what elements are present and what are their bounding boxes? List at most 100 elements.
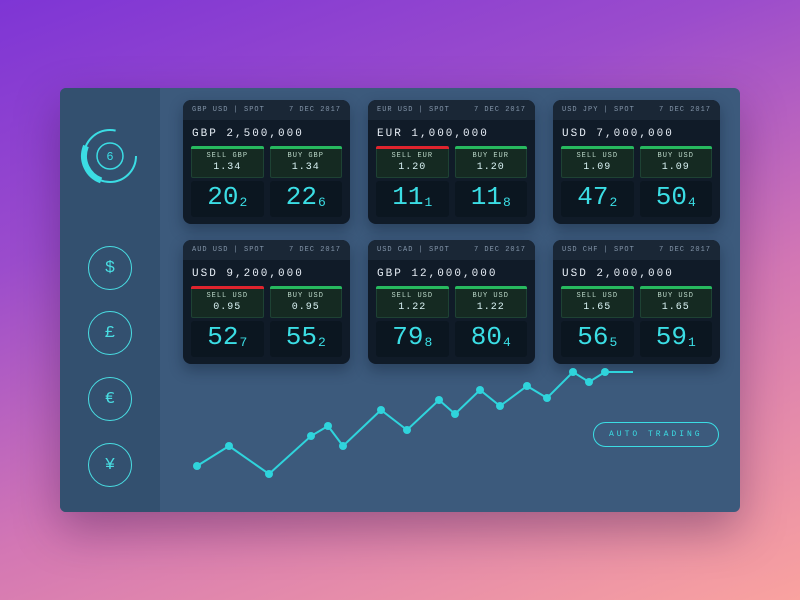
sell-info: SELL USD 1.09 [561, 149, 634, 178]
euro-icon: € [104, 389, 116, 409]
quote-card-usdchf: USD CHF | SPOT 7 DEC 2017 USD 2,000,000 … [553, 240, 720, 364]
buy-quote[interactable]: BUY GBP 1.34 226 [269, 146, 342, 218]
dashboard-panel: 6 $ £ € ¥ GBP USD | SPOT 7 DEC 2017 [60, 88, 740, 512]
sell-rate: 798 [376, 321, 449, 358]
buy-rate: 226 [269, 181, 342, 218]
pair-label: EUR USD | SPOT [377, 106, 450, 114]
sell-rate-big: 79 [392, 322, 424, 352]
buy-price: 1.09 [661, 162, 690, 173]
quote-columns: SELL USD 1.22 798 BUY USD 1.22 [368, 286, 535, 358]
buy-label: BUY USD [657, 152, 694, 160]
buy-price: 1.20 [476, 162, 505, 173]
sell-rate: 202 [191, 181, 264, 218]
chart-point [585, 378, 593, 386]
buy-quote[interactable]: BUY USD 0.95 552 [269, 286, 342, 358]
currency-button-euro[interactable]: € [88, 377, 132, 421]
buy-quote[interactable]: BUY USD 1.65 591 [639, 286, 712, 358]
sell-rate-pip: 8 [424, 335, 433, 350]
buy-rate-big: 59 [655, 322, 687, 352]
chart-point [451, 410, 459, 418]
buy-quote[interactable]: BUY USD 1.09 504 [639, 146, 712, 218]
buy-price: 1.22 [476, 302, 505, 313]
chart-point [265, 470, 273, 478]
quote-columns: SELL USD 0.95 527 BUY USD 0.95 [183, 286, 350, 358]
notional-amount: USD 7,000,000 [562, 128, 674, 140]
sell-label: SELL USD [576, 152, 619, 160]
date-label: 7 DEC 2017 [473, 106, 526, 114]
date-label: 7 DEC 2017 [658, 106, 711, 114]
buy-rate-pip: 8 [502, 195, 511, 210]
sell-rate: 527 [191, 321, 264, 358]
buy-trend-bar [454, 146, 527, 149]
sell-quote[interactable]: SELL USD 1.09 472 [561, 146, 634, 218]
sell-rate-pip: 1 [424, 195, 433, 210]
currency-button-pound[interactable]: £ [88, 311, 132, 355]
buy-quote[interactable]: BUY USD 1.22 804 [454, 286, 527, 358]
buy-quote[interactable]: BUY EUR 1.20 118 [454, 146, 527, 218]
buy-rate-pip: 4 [502, 335, 511, 350]
buy-rate: 552 [269, 321, 342, 358]
chart-point [601, 368, 609, 376]
sell-rate: 565 [561, 321, 634, 358]
sell-price: 1.20 [398, 162, 427, 173]
buy-label: BUY USD [657, 292, 694, 300]
buy-rate-pip: 6 [317, 195, 326, 210]
buy-info: BUY USD 1.65 [639, 289, 712, 318]
sell-price: 1.34 [213, 162, 242, 173]
currency-button-yen[interactable]: ¥ [88, 443, 132, 487]
buy-rate-big: 50 [655, 182, 687, 212]
quote-card-grid: GBP USD | SPOT 7 DEC 2017 GBP 2,500,000 … [183, 100, 720, 364]
chart-point [543, 394, 551, 402]
quote-columns: SELL EUR 1.20 111 BUY EUR 1.20 [368, 146, 535, 218]
buy-rate-pip: 1 [687, 335, 696, 350]
quote-card-audusd: AUD USD | SPOT 7 DEC 2017 USD 9,200,000 … [183, 240, 350, 364]
buy-rate-big: 22 [285, 182, 317, 212]
buy-label: BUY GBP [287, 152, 324, 160]
chart-point [225, 442, 233, 450]
card-header: EUR USD | SPOT 7 DEC 2017 [368, 100, 535, 120]
sell-rate-big: 20 [207, 182, 239, 212]
chart-point [496, 402, 504, 410]
sell-price: 0.95 [213, 302, 242, 313]
sell-price: 1.65 [583, 302, 612, 313]
chart-point [435, 396, 443, 404]
sell-quote[interactable]: SELL USD 0.95 527 [191, 286, 264, 358]
card-header: USD CHF | SPOT 7 DEC 2017 [553, 240, 720, 260]
buy-info: BUY USD 0.95 [269, 289, 342, 318]
buy-trend-bar [269, 146, 342, 149]
chart-point [324, 422, 332, 430]
sell-trend-bar [191, 146, 264, 149]
buy-price: 1.34 [291, 162, 320, 173]
chart-point [569, 368, 577, 376]
buy-rate: 804 [454, 321, 527, 358]
sell-rate-big: 11 [392, 182, 424, 212]
sell-quote[interactable]: SELL USD 1.65 565 [561, 286, 634, 358]
logo-spinner: 6 [80, 127, 139, 185]
card-header: USD JPY | SPOT 7 DEC 2017 [553, 100, 720, 120]
sell-quote[interactable]: SELL EUR 1.20 111 [376, 146, 449, 218]
quote-card-usdjpy: USD JPY | SPOT 7 DEC 2017 USD 7,000,000 … [553, 100, 720, 224]
chart-point [523, 382, 531, 390]
buy-label: BUY EUR [472, 152, 509, 160]
buy-price: 1.65 [661, 302, 690, 313]
chart-point [403, 426, 411, 434]
sell-rate-big: 52 [207, 322, 239, 352]
buy-rate: 504 [639, 181, 712, 218]
buy-rate: 118 [454, 181, 527, 218]
sell-rate-pip: 2 [609, 195, 618, 210]
buy-rate-big: 55 [285, 322, 317, 352]
buy-info: BUY GBP 1.34 [269, 149, 342, 178]
sell-quote[interactable]: SELL GBP 1.34 202 [191, 146, 264, 218]
sell-rate: 111 [376, 181, 449, 218]
buy-trend-bar [639, 146, 712, 149]
sell-quote[interactable]: SELL USD 1.22 798 [376, 286, 449, 358]
notional-amount: GBP 12,000,000 [377, 268, 498, 280]
sell-price: 1.09 [583, 162, 612, 173]
buy-info: BUY USD 1.09 [639, 149, 712, 178]
chart-point [307, 432, 315, 440]
date-label: 7 DEC 2017 [288, 246, 341, 254]
date-label: 7 DEC 2017 [288, 106, 341, 114]
trend-chart [193, 368, 633, 478]
currency-button-dollar[interactable]: $ [88, 246, 132, 290]
auto-trading-button[interactable]: AUTO TRADING [593, 422, 719, 447]
